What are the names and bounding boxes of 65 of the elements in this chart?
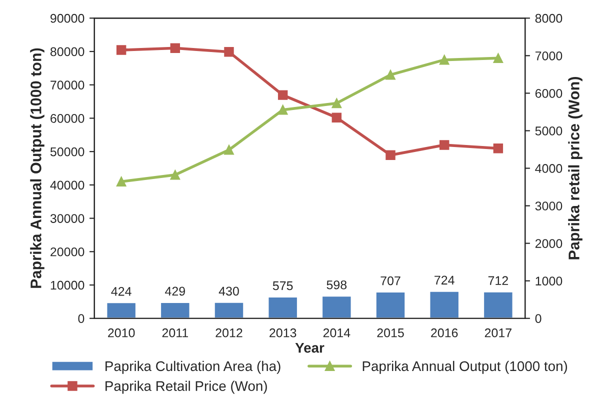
x-tick-label: 2010 xyxy=(108,328,135,338)
x-tick-label: 2017 xyxy=(484,328,512,338)
y-tick-label: 30000 xyxy=(50,214,84,223)
bar xyxy=(213,302,244,318)
bar xyxy=(160,302,191,318)
data-label: 430 xyxy=(218,286,239,296)
data-label: 575 xyxy=(272,281,293,290)
x-axis-title: Year xyxy=(295,343,324,353)
point xyxy=(386,70,396,80)
data-label: 429 xyxy=(165,286,185,296)
legend-label: Paprika Retail Price (Won) xyxy=(106,380,267,394)
point xyxy=(278,105,288,115)
y2-axis-title: Paprika retail price (Won) xyxy=(568,77,582,260)
data-label: 424 xyxy=(111,286,132,296)
point xyxy=(332,112,342,122)
point xyxy=(224,47,234,57)
y2-tick-label: 3000 xyxy=(535,202,562,210)
y-tick-label: 50000 xyxy=(50,147,84,156)
data-label: 707 xyxy=(380,276,400,286)
y2-tick-label: 2000 xyxy=(535,239,562,248)
y-tick-label: 40000 xyxy=(50,180,84,190)
x-tick-label: 2013 xyxy=(270,328,296,338)
y2-tick-label: 0 xyxy=(535,314,542,324)
x-tick-label: 2014 xyxy=(323,328,350,338)
point xyxy=(170,43,180,54)
y-tick-label: 80000 xyxy=(50,47,84,56)
point xyxy=(170,170,180,180)
x-tick-label: 2011 xyxy=(162,328,188,338)
bar xyxy=(428,290,460,318)
point xyxy=(493,53,504,64)
x-tick-label: 2015 xyxy=(377,328,404,338)
bar xyxy=(482,290,514,318)
y-tick-label: 60000 xyxy=(50,114,84,123)
legend-label: Paprika Cultivation Area (ha) xyxy=(106,360,280,374)
y2-tick-label: 6000 xyxy=(535,88,562,98)
y2-tick-label: 4000 xyxy=(535,164,562,173)
y-tick-label: 0 xyxy=(78,314,84,324)
bar xyxy=(375,291,406,318)
point xyxy=(386,150,396,160)
point xyxy=(332,98,342,108)
y-tick-label: 20000 xyxy=(50,247,84,256)
data-label: 712 xyxy=(488,276,508,285)
y2-tick-label: 7000 xyxy=(535,51,562,60)
point xyxy=(493,144,504,154)
data-label: 724 xyxy=(434,276,454,284)
point xyxy=(278,90,288,100)
y2-tick-label: 8000 xyxy=(535,14,562,23)
legend-label: Paprika Annual Output (1000 ton) xyxy=(362,360,568,374)
point xyxy=(116,45,126,55)
y2-tick-label: 1000 xyxy=(536,276,562,286)
y-tick-label: 10000 xyxy=(50,280,84,290)
point xyxy=(224,145,234,155)
bar xyxy=(267,296,298,318)
point xyxy=(439,140,450,150)
x-tick-label: 2016 xyxy=(431,328,458,338)
point xyxy=(439,54,450,65)
y-tick-label: 70000 xyxy=(50,80,84,90)
y-axis-title: Paprika Annual Output (1000 ton) xyxy=(30,48,44,288)
bar xyxy=(321,295,352,318)
data-label: 598 xyxy=(326,280,347,290)
y2-tick-label: 5000 xyxy=(535,126,562,136)
y-tick-label: 90000 xyxy=(50,14,84,23)
bar xyxy=(106,302,137,318)
x-tick-label: 2012 xyxy=(216,328,242,338)
point xyxy=(116,176,126,186)
